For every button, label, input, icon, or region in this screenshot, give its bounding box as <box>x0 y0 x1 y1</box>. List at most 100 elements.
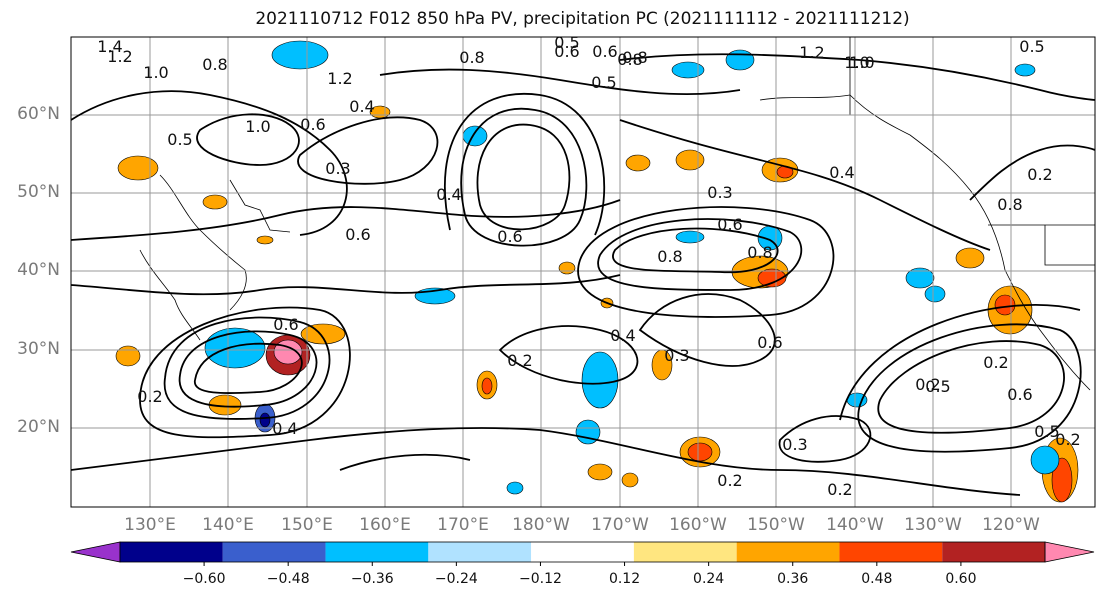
contour-label: 0.4 <box>829 163 854 182</box>
pv-contour <box>70 427 1021 496</box>
contour-label: 0.6 <box>717 215 742 234</box>
colorbar-segment <box>942 542 1045 562</box>
lon-label: 130°W <box>904 515 962 535</box>
contour-label: 0.8 <box>657 247 682 266</box>
contour-label: 0.5 <box>1019 37 1044 56</box>
precip-anomaly-patch <box>1051 457 1073 503</box>
colorbar-segment <box>839 542 943 562</box>
pv-contour <box>839 304 1081 421</box>
precip-anomaly-patch <box>1014 63 1036 77</box>
coastline <box>1004 269 1091 391</box>
contour-label: 1.2 <box>107 47 132 66</box>
coastline <box>1044 225 1095 266</box>
pv-contour <box>70 199 621 241</box>
map-frame <box>70 36 1096 508</box>
precip-anomaly-patch <box>300 323 346 345</box>
pv-contour <box>476 123 571 231</box>
colorbar-tick-label: 0.24 <box>693 571 725 587</box>
pv-contour <box>619 119 991 251</box>
precip-anomaly-patch <box>117 155 159 181</box>
pv-contour <box>877 340 1065 434</box>
lat-label: 20°N <box>17 417 60 437</box>
colorbar-segment <box>325 542 429 562</box>
precip-anomaly-patch <box>725 49 755 71</box>
contour-label: 0.2 <box>507 351 532 370</box>
pv-contour <box>339 453 471 471</box>
contour-label: 0.8 <box>747 243 772 262</box>
precip-anomaly-patch <box>757 268 787 288</box>
lon-label: 160°W <box>669 515 727 535</box>
lon-label: 140°W <box>826 515 884 535</box>
contour-label: 0.8 <box>202 55 227 74</box>
pv-contour <box>163 316 331 420</box>
contour-label: 0.6 <box>1007 385 1032 404</box>
lat-label: 50°N <box>17 182 60 202</box>
pv-contour <box>498 325 639 385</box>
pv-contour <box>577 206 835 318</box>
precip-anomaly-patch <box>575 419 601 445</box>
pv-contours <box>70 53 1096 496</box>
precip-anomaly-patch <box>621 472 639 488</box>
coastline <box>159 174 247 311</box>
contour-label: 0.8 <box>617 50 642 69</box>
precip-anomaly-patch <box>202 194 228 210</box>
precip-anomaly-patch <box>506 481 524 495</box>
pv-contour <box>70 90 348 236</box>
contour-label: 0.6 <box>273 315 298 334</box>
colorbar-tick-label: −0.48 <box>266 571 310 587</box>
precip-anomaly-patch <box>481 377 493 395</box>
pv-contour <box>619 53 1096 101</box>
contour-label: 0.5 <box>925 377 950 396</box>
contour-label: 1.2 <box>799 43 824 62</box>
precip-anomaly-patch <box>587 463 613 481</box>
colorbar-extend-max <box>1044 541 1095 563</box>
colorbar-outline <box>119 541 1046 563</box>
contour-label: 0.4 <box>436 185 461 204</box>
colorbar-segment <box>120 542 223 562</box>
coastline <box>229 179 291 233</box>
coastline <box>849 94 1006 271</box>
pv-contour <box>379 68 741 96</box>
contour-label: 1.2 <box>327 69 352 88</box>
pv-contour <box>597 218 803 291</box>
contour-label: 0.3 <box>664 346 689 365</box>
contour-label: 1.0 <box>849 53 874 72</box>
precip-anomaly-patch <box>581 351 619 409</box>
pv-contour <box>297 116 439 185</box>
colorbar-segment <box>633 542 737 562</box>
contour-label: 1.4 <box>97 37 122 56</box>
pv-contour <box>460 107 588 247</box>
pv-contour <box>612 227 779 274</box>
contour-labels: 1.41.21.0 0.81.20.40.50.81.0 0.60.30.50.6 0… <box>97 33 1080 499</box>
contour-label: 0.2 <box>983 353 1008 372</box>
lon-label: 150°W <box>747 515 805 535</box>
precip-anomaly-patch <box>271 40 329 70</box>
precip-anomaly-patch <box>687 442 713 462</box>
colorbar-tick-label: 0.36 <box>777 571 809 587</box>
precip-anomaly-patch <box>955 247 985 269</box>
colorbar-segment <box>428 542 532 562</box>
colorbar <box>70 541 1095 566</box>
contour-label: 0.5 <box>167 130 192 149</box>
lon-label: 150°E <box>281 515 333 535</box>
lon-label: 170°W <box>591 515 649 535</box>
precip-anomaly-patch <box>115 345 141 367</box>
precip-anomaly-patch <box>994 294 1016 316</box>
contour-label: 0.4 <box>610 326 635 345</box>
lon-label: 140°E <box>202 515 254 535</box>
lat-label: 60°N <box>17 104 60 124</box>
lon-label: 180°W <box>512 515 570 535</box>
contour-label: 0.4 <box>349 97 374 116</box>
contour-label: 0.2 <box>1027 165 1052 184</box>
colorbar-tick-label: 0.12 <box>608 571 641 587</box>
colorbar-tick-label: 0.48 <box>861 571 893 587</box>
lat-label: 40°N <box>17 260 60 280</box>
lat-label: 30°N <box>17 339 60 359</box>
pv-contour <box>443 92 606 236</box>
contour-label: 0.5 <box>591 73 616 92</box>
contour-label: 0.2 <box>137 387 162 406</box>
precip-anomaly-patch <box>905 267 935 289</box>
contour-label: 0.3 <box>325 159 350 178</box>
contour-label: 0.6 <box>300 115 325 134</box>
pv-contour <box>196 113 300 166</box>
